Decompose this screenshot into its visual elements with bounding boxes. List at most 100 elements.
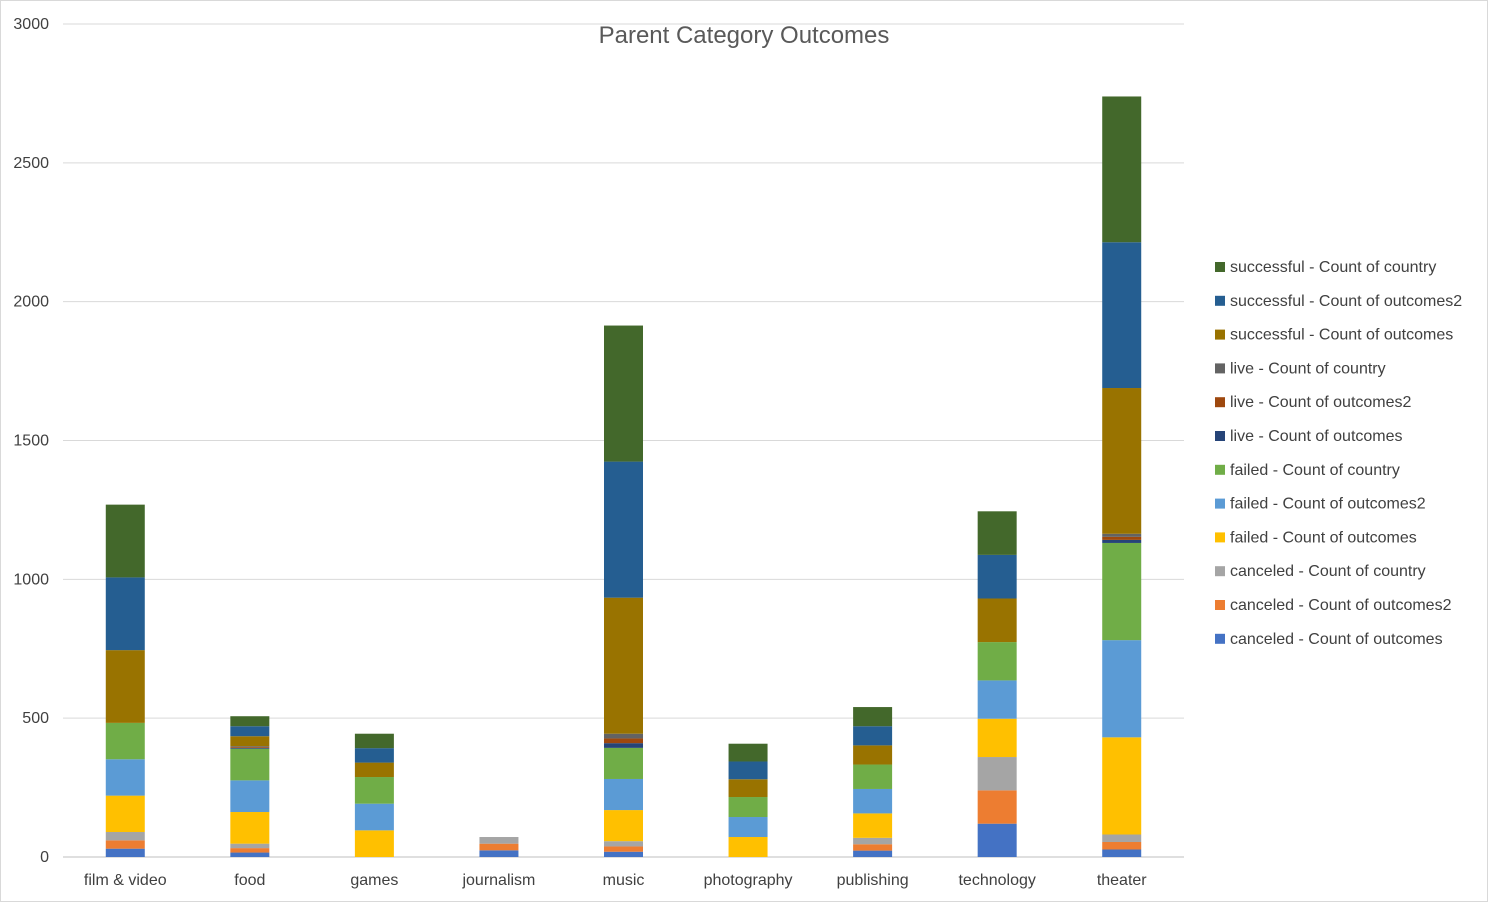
bar-segment — [1102, 834, 1142, 843]
legend-item: failed - Count of outcomes — [1215, 529, 1417, 546]
bar-segment — [853, 764, 893, 789]
bar-segment — [230, 852, 270, 857]
bar-segment — [479, 843, 519, 851]
legend-item: successful - Count of outcomes2 — [1215, 293, 1462, 310]
bar-segment — [977, 823, 1017, 857]
bar-segment — [105, 759, 145, 796]
x-tick-label: publishing — [837, 872, 909, 889]
bars — [105, 96, 1142, 857]
bar-segment — [354, 733, 394, 749]
bar-segment — [1102, 542, 1142, 641]
bar-segment — [853, 850, 893, 857]
y-tick-label: 2500 — [13, 155, 49, 172]
x-tick-label: photography — [704, 872, 793, 889]
bar-segment — [853, 726, 893, 746]
bar-segment — [728, 743, 768, 762]
bar-segment — [604, 325, 643, 462]
bar-segment — [105, 722, 145, 760]
bar-segment — [230, 747, 270, 749]
bar-segment — [105, 577, 145, 651]
legend-item: successful - Count of country — [1215, 259, 1436, 276]
bar-segment — [604, 747, 643, 779]
bar-segment — [853, 707, 893, 727]
y-axis-ticks: 0 500 1000 1500 2000 2500 3000 — [13, 16, 49, 866]
legend-label: successful - Count of outcomes2 — [1230, 293, 1462, 310]
bar-segment — [977, 718, 1017, 758]
bar-segment — [853, 844, 893, 851]
bar-segment — [105, 650, 145, 723]
bar-segment — [230, 726, 270, 737]
bar-segment — [853, 788, 893, 814]
bar-segment — [230, 848, 270, 853]
bar-segment — [604, 461, 643, 598]
y-tick-label: 1000 — [13, 571, 49, 588]
legend-label: failed - Count of outcomes2 — [1230, 496, 1426, 513]
bar-segment — [977, 642, 1017, 681]
bar-segment — [1102, 242, 1142, 389]
legend-item: canceled - Count of country — [1215, 563, 1426, 580]
legend-label: failed - Count of country — [1230, 462, 1400, 479]
bar-segment — [1102, 539, 1142, 543]
bar-segment — [977, 511, 1017, 555]
y-tick-label: 2000 — [13, 294, 49, 311]
x-tick-label: journalism — [461, 872, 535, 889]
bar-segment — [1102, 849, 1142, 857]
legend-swatch — [1215, 532, 1225, 543]
bar-segment — [230, 736, 270, 747]
legend-swatch — [1215, 600, 1225, 610]
legend-swatch — [1215, 397, 1225, 408]
bar-segment — [604, 810, 643, 842]
legend-item: live - Count of outcomes2 — [1215, 394, 1412, 411]
bar-segment — [230, 716, 270, 727]
legend-label: canceled - Count of country — [1230, 563, 1426, 580]
bar-segment — [853, 813, 893, 838]
legend-swatch — [1215, 295, 1225, 306]
legend-item: canceled - Count of outcomes2 — [1215, 597, 1452, 614]
bar-segment — [230, 746, 270, 748]
x-axis-ticks: film & video food games journalism music phot… — [84, 872, 1147, 889]
bar-segment — [230, 812, 270, 844]
bar-segment — [354, 748, 394, 763]
bar-segment — [604, 597, 643, 734]
bar-segment — [728, 817, 768, 838]
legend-item: canceled - Count of outcomes — [1215, 631, 1443, 648]
bar-segment — [105, 795, 145, 833]
bar-segment — [977, 757, 1017, 791]
bar-segment — [1102, 533, 1142, 537]
legend-label: failed - Count of outcomes — [1230, 529, 1417, 546]
bar-segment — [604, 841, 643, 847]
bar-segment — [604, 738, 643, 744]
bar-segment — [977, 790, 1017, 824]
legend-swatch — [1215, 464, 1225, 475]
legend-swatch — [1215, 498, 1225, 509]
bar-segment — [1102, 640, 1142, 738]
bar-segment — [604, 733, 643, 739]
bar-segment — [977, 680, 1017, 719]
x-tick-label: food — [234, 872, 265, 889]
chart-title: Parent Category Outcomes — [599, 22, 890, 49]
bar-segment — [728, 837, 768, 857]
legend-item: live - Count of outcomes — [1215, 428, 1403, 445]
legend-label: canceled - Count of outcomes — [1230, 631, 1443, 648]
bar-segment — [728, 797, 768, 818]
bar-segment — [604, 743, 643, 748]
legend-label: successful - Count of outcomes — [1230, 327, 1453, 344]
bar-segment — [354, 777, 394, 804]
bar-segment — [105, 848, 145, 857]
y-tick-label: 3000 — [13, 16, 49, 33]
legend-item: successful - Count of outcomes — [1215, 327, 1453, 344]
x-tick-label: theater — [1097, 872, 1147, 889]
bar-segment — [853, 745, 893, 765]
legend: successful - Count of country successful … — [1215, 259, 1462, 648]
bar-segment — [354, 803, 394, 831]
x-tick-label: technology — [958, 872, 1035, 889]
legend-swatch — [1215, 329, 1225, 340]
bar-segment — [1102, 737, 1142, 835]
bar-segment — [230, 780, 270, 813]
bar-segment — [728, 761, 768, 780]
legend-label: live - Count of outcomes — [1230, 428, 1403, 445]
legend-item: failed - Count of outcomes2 — [1215, 496, 1426, 513]
bar-segment — [1102, 96, 1142, 243]
